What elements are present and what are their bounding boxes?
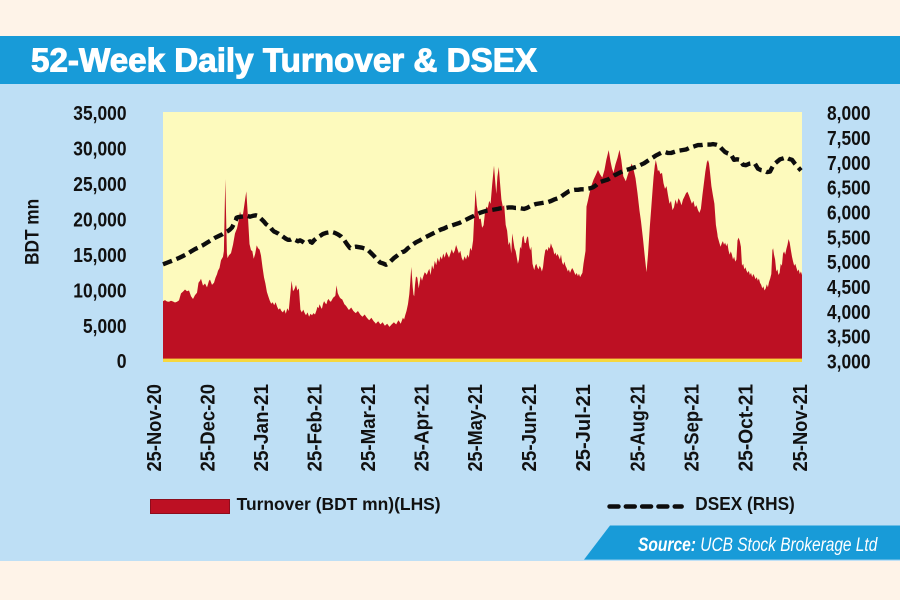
svg-text:4,000: 4,000 — [827, 301, 871, 324]
svg-text:25-Mar-21: 25-Mar-21 — [357, 384, 380, 472]
svg-text:25-Apr-21: 25-Apr-21 — [410, 384, 433, 472]
svg-text:20,000: 20,000 — [73, 208, 126, 231]
svg-text:30,000: 30,000 — [73, 138, 126, 161]
svg-text:35,000: 35,000 — [73, 102, 126, 125]
svg-text:25-Aug-21: 25-Aug-21 — [626, 384, 649, 472]
svg-text:7,000: 7,000 — [827, 152, 871, 175]
svg-text:4,500: 4,500 — [827, 276, 871, 299]
svg-text:25-Oct-21: 25-Oct-21 — [735, 384, 758, 472]
svg-text:25-Sep-21: 25-Sep-21 — [681, 384, 704, 472]
svg-text:25,000: 25,000 — [73, 173, 126, 196]
svg-text:25-Nov-21: 25-Nov-21 — [789, 384, 812, 472]
svg-text:7,500: 7,500 — [827, 127, 871, 150]
svg-text:10,000: 10,000 — [73, 279, 126, 302]
svg-text:25-Jan-21: 25-Jan-21 — [250, 384, 273, 472]
svg-text:5,500: 5,500 — [827, 226, 871, 249]
svg-text:Turnover (BDT mn)(LHS): Turnover (BDT mn)(LHS) — [237, 494, 441, 514]
svg-text:25-Dec-20: 25-Dec-20 — [196, 384, 219, 472]
svg-text:5,000: 5,000 — [83, 315, 127, 338]
svg-text:5,000: 5,000 — [827, 251, 871, 274]
svg-text:25-Jun-21: 25-Jun-21 — [518, 384, 541, 472]
svg-text:15,000: 15,000 — [73, 244, 126, 267]
svg-text:UCB Stock Brokerage Ltd: UCB Stock Brokerage Ltd — [700, 535, 878, 556]
svg-text:BDT mn: BDT mn — [22, 199, 43, 265]
svg-text:Source:: Source: — [638, 535, 696, 556]
svg-text:25-Feb-21: 25-Feb-21 — [303, 384, 326, 472]
svg-text:25-May-21: 25-May-21 — [464, 384, 487, 472]
svg-text:DSEX (RHS): DSEX (RHS) — [695, 494, 795, 514]
svg-text:8,000: 8,000 — [827, 102, 871, 125]
svg-text:25-Nov-20: 25-Nov-20 — [143, 384, 166, 472]
svg-text:6,000: 6,000 — [827, 202, 871, 225]
svg-text:25-Jul-21: 25-Jul-21 — [572, 384, 595, 472]
svg-text:3,000: 3,000 — [827, 350, 871, 373]
svg-text:0: 0 — [117, 350, 127, 373]
svg-text:6,500: 6,500 — [827, 177, 871, 200]
svg-text:3,500: 3,500 — [827, 326, 871, 349]
svg-text:52-Week Daily Turnover & DSEX: 52-Week Daily Turnover & DSEX — [31, 43, 538, 80]
